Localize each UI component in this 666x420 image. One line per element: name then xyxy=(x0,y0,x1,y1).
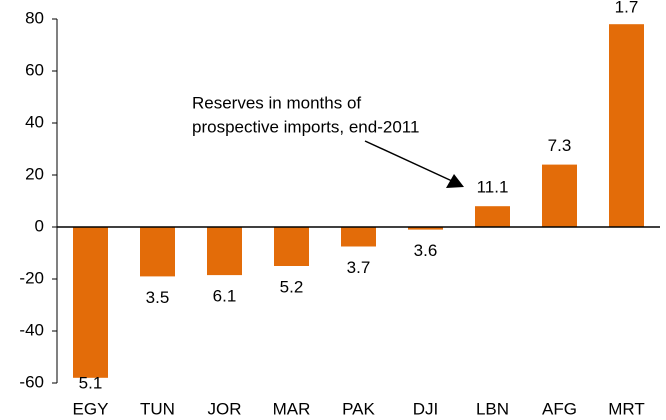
bar xyxy=(341,227,376,247)
y-tick-label: 80 xyxy=(25,8,44,27)
x-tick-label: TUN xyxy=(140,399,175,418)
y-tick-label: 20 xyxy=(25,164,44,183)
x-tick-label: JOR xyxy=(208,399,242,418)
bar-label: 11.1 xyxy=(477,178,509,197)
bar-label: 7.3 xyxy=(548,136,572,155)
bar-label: 1.7 xyxy=(615,0,639,16)
y-tick-label: -20 xyxy=(19,268,44,287)
bar xyxy=(542,164,577,227)
bar-label: 5.1 xyxy=(79,373,103,392)
bar-label: 6.1 xyxy=(213,287,237,306)
bar xyxy=(609,24,644,228)
bar xyxy=(73,227,108,378)
y-tick-label: 40 xyxy=(25,112,44,131)
annotation: prospective imports, end-2011 xyxy=(192,117,419,136)
y-tick-label: -60 xyxy=(19,372,44,391)
bar xyxy=(207,227,242,276)
x-tick-label: MAR xyxy=(273,399,311,418)
x-tick-label: PAK xyxy=(342,399,375,418)
bar-label: 3.5 xyxy=(146,288,170,307)
x-tick-label: AFG xyxy=(542,399,577,418)
annotation-arrowhead xyxy=(446,174,464,188)
bar-label: 3.6 xyxy=(414,241,438,260)
y-tick-label: -40 xyxy=(19,320,44,339)
bar xyxy=(408,227,443,230)
x-tick-label: LBN xyxy=(476,399,509,418)
bar xyxy=(274,227,309,266)
x-tick-label: MRT xyxy=(608,399,645,418)
bar-label: 3.7 xyxy=(347,258,371,277)
x-tick-label: DJI xyxy=(413,399,439,418)
bar xyxy=(140,227,175,277)
y-tick-label: 60 xyxy=(25,60,44,79)
x-tick-label: EGY xyxy=(73,399,109,418)
bar-label: 5.2 xyxy=(280,277,304,296)
annotation: Reserves in months of xyxy=(192,93,361,112)
y-tick-label: 0 xyxy=(35,216,44,235)
bar xyxy=(475,206,510,227)
annotation-arrow xyxy=(364,140,453,182)
